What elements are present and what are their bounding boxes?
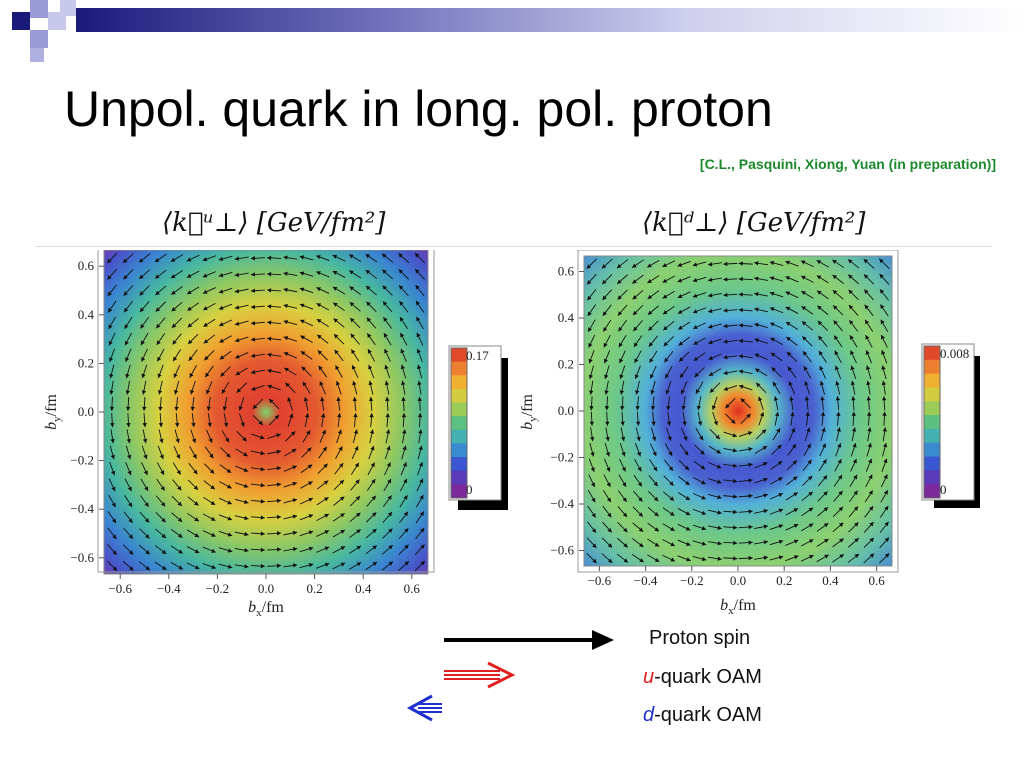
- x-tick-label: −0.4: [634, 573, 658, 588]
- x-tick-label: −0.4: [157, 581, 181, 596]
- x-tick-label: −0.6: [108, 581, 132, 596]
- plot-d-heading: ⟨k⃗ᵈ⊥⟩ [GeV/fm²]: [642, 208, 866, 238]
- y-tick-label: 0.6: [78, 258, 95, 273]
- plot-u-vector-field: [106, 252, 426, 572]
- plot-d-colorbar: 0.008 0: [921, 343, 980, 508]
- x-tick-label: −0.2: [680, 573, 704, 588]
- x-tick-label: 0.6: [868, 573, 885, 588]
- plot-d-colorbar-max: 0.008: [940, 346, 969, 361]
- y-tick-label: 0.2: [558, 357, 574, 372]
- plot-d-xlabel: bx/fm: [720, 597, 756, 617]
- x-tick-label: −0.6: [588, 573, 612, 588]
- plot-u: 0.6 0.4 0.2 0.0 −0.2 −0.4 −0.6 −0.6 −0.4 −0.2 0.0…: [43, 250, 508, 619]
- plot-d-colorbar-min: 0: [940, 482, 947, 497]
- y-tick-label: −0.4: [550, 496, 574, 511]
- x-tick-label: −0.2: [206, 581, 230, 596]
- plot-d-vector-field: [586, 258, 890, 564]
- x-tick-label: 0.4: [355, 581, 372, 596]
- plot-u-colorbar-max: 0.17: [466, 348, 489, 363]
- plot-u-colorbar-min: 0: [466, 482, 473, 497]
- legend-arrows: [406, 630, 614, 722]
- y-tick-label: −0.2: [70, 453, 94, 468]
- reference-citation: [C.L., Pasquini, Xiong, Yuan (in prepara…: [699, 156, 996, 172]
- plot-u-ylabel: by/fm: [43, 394, 63, 430]
- x-tick-label: 0.0: [730, 573, 746, 588]
- plot-d: 0.6 0.4 0.2 0.0 −0.2 −0.4 −0.6 −0.6 −0.4 −0.2 0.0…: [519, 250, 980, 617]
- x-tick-label: 0.2: [306, 581, 322, 596]
- d-quark-oam-arrow: [406, 694, 442, 722]
- plot-u-colorbar: 0.17 0: [448, 345, 508, 510]
- legend-d-quark-oam: d-quark OAM: [643, 704, 762, 726]
- y-tick-label: −0.6: [550, 543, 574, 558]
- legend-proton-spin: Proton spin: [649, 627, 751, 649]
- y-tick-label: 0.2: [78, 355, 94, 370]
- y-tick-label: −0.6: [70, 550, 94, 565]
- x-tick-label: 0.4: [822, 573, 839, 588]
- plot-u-heading: ⟨k⃗ᵘ⊥⟩ [GeV/fm²]: [162, 208, 386, 238]
- u-quark-oam-arrow: [444, 661, 516, 689]
- plot-d-heatmap: [584, 256, 892, 566]
- header-gradient-bar: [76, 8, 1024, 32]
- proton-spin-arrow: [444, 630, 614, 650]
- divider-line: [36, 246, 992, 247]
- y-tick-label: 0.6: [558, 264, 575, 279]
- y-tick-label: −0.4: [70, 501, 94, 516]
- plot-d-ylabel: by/fm: [519, 394, 539, 430]
- y-tick-label: 0.0: [558, 403, 574, 418]
- y-tick-label: −0.2: [550, 450, 574, 465]
- y-tick-label: 0.4: [78, 307, 95, 322]
- plot-u-xlabel: bx/fm: [248, 599, 284, 619]
- y-tick-label: 0.0: [78, 404, 94, 419]
- x-tick-label: 0.0: [258, 581, 274, 596]
- y-tick-label: 0.4: [558, 310, 575, 325]
- x-tick-label: 0.6: [404, 581, 421, 596]
- x-tick-label: 0.2: [776, 573, 792, 588]
- plot-u-heatmap: [104, 250, 428, 574]
- legend-u-quark-oam: u-quark OAM: [643, 666, 762, 688]
- corner-decoration: [0, 0, 90, 64]
- slide-title: Unpol. quark in long. pol. proton: [64, 81, 773, 137]
